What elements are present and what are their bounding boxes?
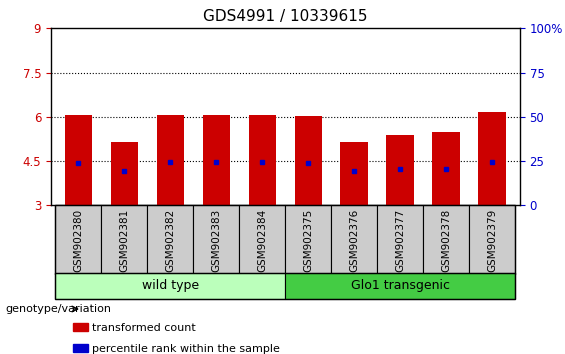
Text: GSM902376: GSM902376 (349, 209, 359, 272)
Bar (249, 115, 276, 205)
Bar (147, 205, 193, 274)
Bar (102, 205, 147, 274)
Bar (73, 344, 88, 352)
Text: GSM902384: GSM902384 (257, 209, 267, 272)
Bar (64, 115, 92, 205)
Text: transformed count: transformed count (92, 322, 196, 333)
Bar (285, 273, 515, 299)
Bar (479, 113, 506, 205)
Text: GSM902375: GSM902375 (303, 209, 314, 272)
Bar (157, 115, 184, 205)
Text: GSM902383: GSM902383 (211, 209, 221, 272)
Text: GSM902381: GSM902381 (119, 209, 129, 272)
Text: GSM902382: GSM902382 (166, 209, 175, 272)
Bar (331, 205, 377, 274)
Text: Glo1 transgenic: Glo1 transgenic (351, 279, 450, 292)
Bar (294, 116, 322, 205)
Bar (423, 205, 469, 274)
Bar (240, 205, 285, 274)
Bar (432, 132, 460, 205)
Bar (386, 135, 414, 205)
Bar (469, 205, 515, 274)
Bar (285, 205, 331, 274)
Bar (55, 205, 102, 274)
Text: GSM902378: GSM902378 (441, 209, 451, 272)
Bar (111, 142, 138, 205)
Bar (203, 115, 230, 205)
Title: GDS4991 / 10339615: GDS4991 / 10339615 (203, 9, 368, 24)
Bar (377, 205, 423, 274)
Text: GSM902377: GSM902377 (396, 209, 405, 272)
Text: GSM902380: GSM902380 (73, 209, 84, 272)
Text: percentile rank within the sample: percentile rank within the sample (92, 343, 280, 354)
Text: wild type: wild type (142, 279, 199, 292)
Bar (341, 142, 368, 205)
Bar (193, 205, 240, 274)
Text: GSM902379: GSM902379 (487, 209, 497, 272)
Bar (55, 273, 285, 299)
Text: genotype/variation: genotype/variation (6, 304, 112, 314)
Bar (73, 323, 88, 331)
